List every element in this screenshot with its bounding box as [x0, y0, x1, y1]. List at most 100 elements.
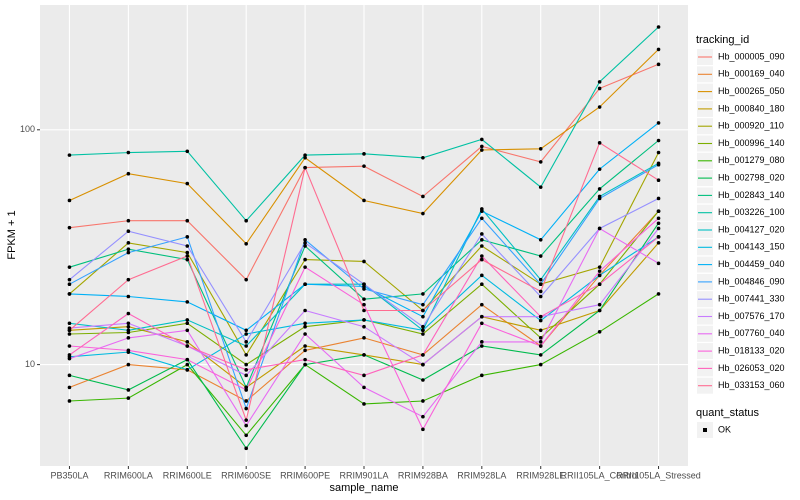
data-point — [480, 302, 484, 307]
y-tick-label: 100 — [20, 124, 35, 134]
legend-title: tracking_id — [696, 34, 749, 46]
data-point — [421, 353, 425, 357]
data-point — [244, 406, 248, 411]
data-point — [656, 241, 661, 245]
data-point — [303, 153, 307, 157]
data-point — [244, 328, 248, 333]
data-point — [421, 194, 425, 199]
legend-label: Hb_004143_150 — [718, 242, 785, 252]
data-point — [67, 321, 72, 326]
data-point — [538, 254, 543, 258]
data-point — [421, 324, 425, 329]
data-point — [67, 332, 72, 336]
data-point — [421, 328, 425, 333]
data-point — [656, 138, 661, 143]
legend-label: OK — [718, 424, 731, 434]
data-point — [126, 336, 131, 340]
data-point — [480, 238, 484, 242]
data-point — [244, 340, 248, 344]
data-point — [538, 328, 543, 333]
legend-label: Hb_001279_080 — [718, 155, 785, 165]
data-point — [656, 216, 661, 221]
data-point — [421, 302, 425, 307]
legend-label: Hb_000840_180 — [718, 103, 785, 113]
data-point — [656, 292, 661, 296]
data-point — [244, 218, 248, 223]
data-point — [303, 321, 307, 326]
x-tick-label: RRIM600LA — [104, 470, 153, 480]
data-point — [480, 216, 484, 221]
data-point — [362, 164, 366, 168]
data-point — [244, 446, 248, 451]
data-point — [185, 357, 190, 362]
data-point — [303, 244, 307, 248]
legend-label: Hb_004846_090 — [718, 276, 785, 286]
data-point — [597, 265, 602, 269]
data-point — [244, 332, 248, 336]
data-point — [126, 277, 131, 282]
data-point — [362, 336, 366, 340]
legend-label: Hb_007576_170 — [718, 311, 785, 321]
data-point — [538, 282, 543, 287]
data-point — [126, 324, 131, 329]
data-point — [538, 289, 543, 294]
legend-label: Hb_004459_040 — [718, 259, 785, 269]
data-point — [67, 328, 72, 333]
data-point — [421, 414, 425, 419]
x-axis-title: sample_name — [329, 482, 398, 494]
data-point — [244, 368, 248, 372]
data-point — [538, 318, 543, 323]
data-point — [597, 86, 602, 91]
data-point — [421, 292, 425, 296]
data-point — [656, 196, 661, 201]
data-point — [656, 235, 661, 239]
data-point — [538, 146, 543, 151]
data-point — [597, 141, 602, 145]
legend-label: Hb_004127_020 — [718, 224, 785, 234]
x-tick-label: PB350LA — [50, 470, 88, 480]
data-point — [244, 399, 248, 403]
legend-label: Hb_007441_330 — [718, 294, 785, 304]
data-point — [67, 282, 72, 287]
data-point — [538, 277, 543, 282]
data-point — [362, 318, 366, 322]
data-point — [67, 225, 72, 230]
data-point — [656, 121, 661, 125]
data-point — [185, 218, 190, 223]
data-point — [480, 244, 484, 248]
legend-label: Hb_002843_140 — [718, 190, 785, 200]
data-point — [656, 150, 661, 155]
data-point — [126, 250, 131, 255]
data-point — [421, 427, 425, 432]
legend-label: Hb_000920_110 — [718, 121, 784, 131]
data-point — [303, 155, 307, 160]
data-point — [538, 340, 543, 344]
data-point — [656, 47, 661, 52]
data-point — [67, 153, 72, 157]
data-point — [185, 321, 190, 326]
data-point — [67, 344, 72, 348]
data-point — [303, 241, 307, 245]
legend-label: Hb_000265_050 — [718, 86, 785, 96]
data-point — [185, 318, 190, 322]
data-point — [303, 257, 307, 262]
data-point — [480, 282, 484, 287]
data-point — [538, 314, 543, 319]
data-point — [597, 302, 602, 307]
legend-label: Hb_000005_090 — [718, 51, 785, 61]
data-point — [421, 378, 425, 382]
data-point — [480, 314, 484, 319]
data-point — [362, 308, 366, 313]
data-point — [597, 282, 602, 287]
data-point — [538, 336, 543, 340]
x-tick-label: RRIM928LA — [457, 470, 506, 480]
data-point — [656, 209, 661, 214]
data-point — [597, 167, 602, 171]
data-point — [656, 162, 661, 167]
data-point — [244, 433, 248, 438]
data-point — [126, 150, 131, 155]
data-point — [244, 362, 248, 367]
data-point — [421, 332, 425, 336]
data-point — [538, 238, 543, 242]
data-point — [480, 144, 484, 149]
